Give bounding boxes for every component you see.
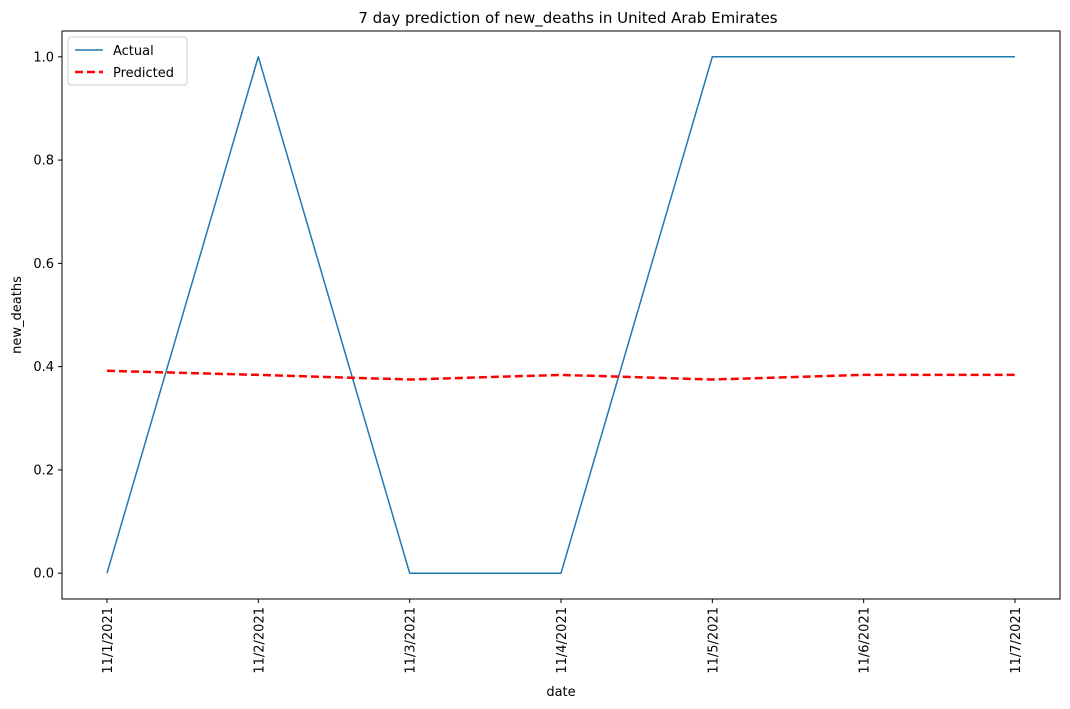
- legend-label-actual: Actual: [113, 44, 154, 59]
- y-tick-label: 0.0: [33, 567, 54, 582]
- x-tick-label: 11/5/2021: [706, 607, 721, 674]
- y-tick-label: 0.2: [33, 463, 54, 478]
- y-tick-label: 0.6: [33, 257, 54, 272]
- plot-frame: [61, 30, 1061, 600]
- legend-label-predicted: Predicted: [113, 66, 174, 81]
- series-line-predicted: [106, 369, 1015, 381]
- x-tick-label: 11/6/2021: [858, 607, 873, 674]
- x-tick-label: 11/3/2021: [404, 607, 419, 674]
- y-axis-title: new_deaths: [10, 276, 25, 354]
- y-tick-label: 0.4: [33, 360, 54, 375]
- y-axis: 0.0 0.2 0.4 0.6 0.8 1.0: [33, 50, 62, 582]
- x-tick-label: 11/1/2021: [101, 607, 116, 674]
- x-axis-title: date: [546, 685, 575, 700]
- x-tick-label: 11/2/2021: [252, 607, 267, 674]
- y-tick-label: 1.0: [33, 50, 54, 65]
- x-axis: 11/1/2021 11/2/2021 11/3/2021 11/4/2021 11/5…: [101, 599, 1024, 674]
- legend: Actual Predicted: [67, 36, 188, 86]
- series-layer: [106, 56, 1015, 574]
- chart-title: 7 day prediction of new_deaths in United…: [358, 9, 777, 28]
- x-tick-label: 11/4/2021: [555, 607, 570, 674]
- y-tick-label: 0.8: [33, 154, 54, 169]
- series-line-actual: [106, 56, 1015, 574]
- legend-box: [67, 36, 188, 86]
- x-tick-label: 11/7/2021: [1009, 607, 1024, 674]
